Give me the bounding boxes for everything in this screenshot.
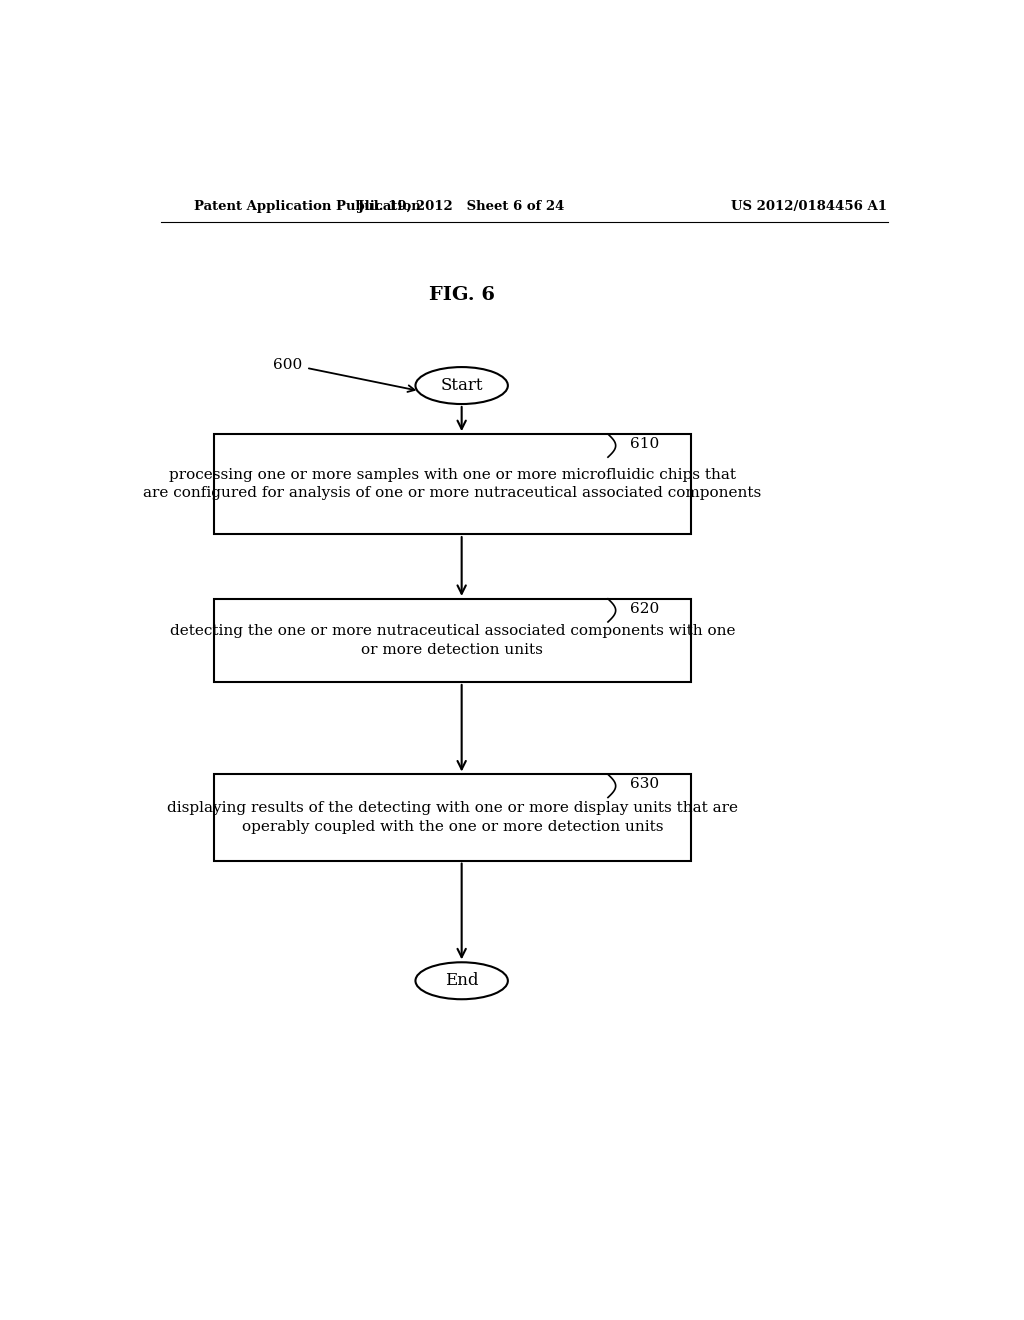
Text: displaying results of the detecting with one or more display units that are: displaying results of the detecting with… <box>167 801 738 816</box>
Text: 630: 630 <box>630 777 658 792</box>
Text: 610: 610 <box>630 437 658 451</box>
Text: operably coupled with the one or more detection units: operably coupled with the one or more de… <box>242 820 664 834</box>
Text: are configured for analysis of one or more nutraceutical associated components: are configured for analysis of one or mo… <box>143 486 762 500</box>
Text: 600: 600 <box>273 358 302 372</box>
Text: 620: 620 <box>630 602 658 616</box>
Text: Patent Application Publication: Patent Application Publication <box>194 199 421 213</box>
Text: Start: Start <box>440 378 483 395</box>
Text: detecting the one or more nutraceutical associated components with one: detecting the one or more nutraceutical … <box>170 624 735 638</box>
Text: processing one or more samples with one or more microfluidic chips that: processing one or more samples with one … <box>169 467 736 482</box>
Text: US 2012/0184456 A1: US 2012/0184456 A1 <box>731 199 887 213</box>
Text: FIG. 6: FIG. 6 <box>429 286 495 305</box>
Bar <box>214 434 691 535</box>
Bar <box>214 599 691 682</box>
Bar <box>214 775 691 861</box>
Text: End: End <box>444 973 478 989</box>
Text: or more detection units: or more detection units <box>361 643 544 656</box>
Text: Jul. 19, 2012   Sheet 6 of 24: Jul. 19, 2012 Sheet 6 of 24 <box>358 199 565 213</box>
